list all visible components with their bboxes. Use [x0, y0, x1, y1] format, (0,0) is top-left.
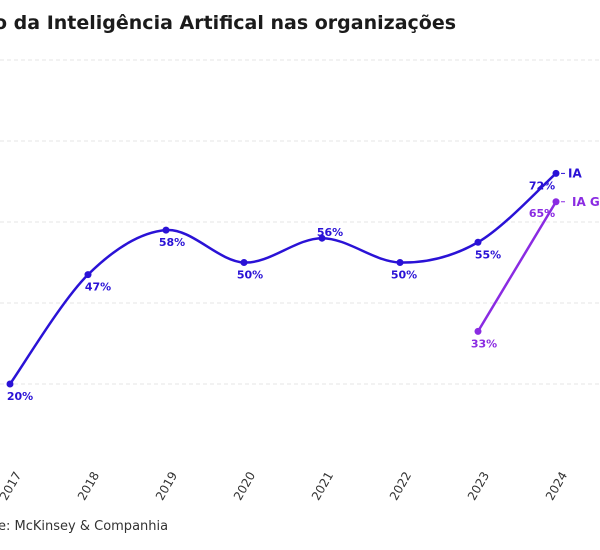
data-label: 72%: [529, 179, 555, 192]
series-name-label: IA Gen: [572, 195, 600, 209]
data-point-ia: [162, 226, 170, 234]
x-tick-label: 2019: [153, 469, 180, 502]
x-tick-label: 2023: [465, 469, 492, 502]
data-point-ia: [6, 380, 14, 388]
series-line-1: [476, 200, 558, 333]
x-tick-label: 2024: [543, 469, 570, 502]
data-points: [6, 169, 560, 388]
data-point-ia: [318, 234, 326, 242]
data-point-ia: [240, 259, 248, 266]
data-point-ia-gen: [474, 327, 482, 335]
source-note: e: McKinsey & Companhia: [0, 519, 169, 534]
x-tick-label: 2020: [231, 469, 258, 502]
data-label: 58%: [159, 236, 185, 249]
x-tick-label: 2017: [0, 469, 24, 502]
x-tick-label: 2022: [387, 469, 414, 502]
x-axis-ticks: 2017 2018 2019 2020 2021 2022 2023 2024: [0, 469, 570, 502]
grid-lines: [0, 59, 600, 385]
data-point-ia: [84, 271, 92, 279]
data-labels: 20% 47% 58% 50% 56% 50% 55% 72% IA 33% 65% IA Gen: [7, 166, 600, 403]
data-label: 20%: [7, 390, 33, 403]
x-tick-label: 2018: [75, 469, 102, 502]
data-point-ia: [396, 259, 404, 266]
data-label: 33%: [471, 337, 497, 350]
series-line-0: [8, 172, 558, 386]
data-label: 56%: [317, 226, 343, 239]
data-point-ia: [552, 169, 560, 177]
series-lines: [8, 172, 558, 386]
x-tick-label: 2021: [309, 469, 336, 502]
data-label: 50%: [237, 269, 263, 282]
data-label: 47%: [85, 281, 111, 294]
chart-title: o da Inteligência Artifical nas organiza…: [0, 12, 457, 34]
data-label: 55%: [475, 248, 501, 261]
data-point-ia: [474, 238, 482, 246]
data-label: 50%: [391, 269, 417, 282]
series-name-label: IA: [568, 166, 582, 180]
data-label: 65%: [529, 207, 555, 220]
data-point-ia-gen: [552, 198, 560, 206]
